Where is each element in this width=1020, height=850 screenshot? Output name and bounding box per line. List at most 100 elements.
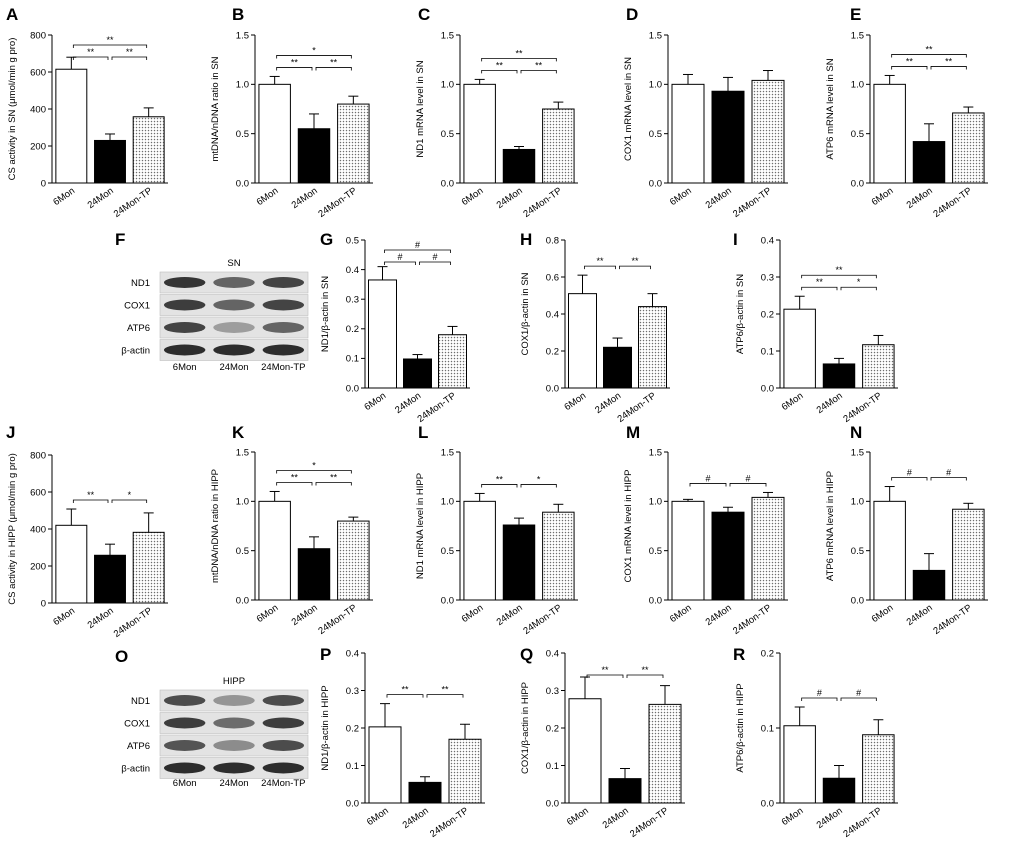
- bar-24mon: [822, 777, 856, 804]
- significance-bracket: **: [801, 277, 838, 291]
- significance-label: *: [537, 474, 541, 484]
- y-tick-label: 0.2: [546, 723, 559, 734]
- bar-24mon: [912, 569, 946, 601]
- error-bar: [834, 357, 844, 364]
- error-bar: [794, 706, 805, 726]
- bar-24mon: [94, 554, 126, 604]
- y-tick-label: 0.2: [346, 723, 359, 734]
- y-tick-label: 1.0: [851, 497, 864, 508]
- panel-letter: M: [626, 423, 640, 442]
- significance-label: **: [925, 44, 933, 54]
- bar-24mon: [711, 511, 745, 601]
- blot-band: [213, 299, 255, 311]
- panel-letter: B: [232, 5, 244, 24]
- category-label: 24Mon-TP: [112, 185, 155, 219]
- y-tick-label: 0.5: [236, 546, 249, 557]
- y-tick-label: 400: [30, 104, 46, 115]
- bar-24mon-tp: [638, 306, 667, 389]
- significance-label: **: [401, 685, 409, 695]
- y-tick-label: 0.8: [546, 235, 559, 246]
- significance-label: #: [745, 473, 750, 483]
- y-tick-label: 0.5: [851, 546, 864, 557]
- error-bar: [269, 490, 280, 502]
- y-tick-label: 1.0: [236, 497, 249, 508]
- y-axis-title: ND1 mRNA level in HIPP: [415, 473, 426, 579]
- blot-strip: [159, 689, 309, 712]
- panel-letter: E: [850, 5, 861, 24]
- y-tick-label: 800: [30, 450, 46, 461]
- significance-bracket: **: [426, 685, 464, 698]
- category-label: 24Mon: [86, 605, 116, 631]
- blot-band: [262, 762, 305, 774]
- significance-label: **: [330, 472, 338, 482]
- y-tick-label: 0.0: [851, 178, 864, 189]
- significance-label: *: [312, 460, 316, 470]
- blot-lane-label: 24Mon-TP: [261, 778, 305, 789]
- y-tick-label: 1.0: [441, 80, 454, 91]
- category-label: 24Mon-TP: [316, 602, 359, 636]
- blot-protein-label: ND1: [131, 696, 150, 707]
- category-label: 6Mon: [668, 602, 694, 625]
- category-label: 24Mon: [704, 185, 734, 211]
- y-tick-label: 1.0: [851, 80, 864, 91]
- blot-band: [262, 277, 305, 288]
- panel-letter: H: [520, 230, 532, 249]
- y-tick-label: 1.0: [236, 80, 249, 91]
- y-tick-label: 0.4: [346, 648, 359, 659]
- category-label: 24Mon: [86, 185, 116, 211]
- significance-label: #: [432, 252, 437, 262]
- y-tick-label: 0.0: [236, 595, 249, 606]
- error-bar: [924, 553, 934, 571]
- y-tick-label: 0.3: [346, 295, 359, 306]
- blot-protein-label: ATP6: [127, 741, 150, 752]
- category-label: 6Mon: [255, 602, 281, 625]
- blot-protein-label: ND1: [131, 278, 150, 289]
- category-label: 24Mon-TP: [731, 185, 774, 219]
- panel-letter: D: [626, 5, 638, 24]
- error-bar: [580, 676, 590, 699]
- blot-panel-o: O HIPP ND1 COX1 ATP6 β-actin 6Mon 24Mon 24Mon-TP: [115, 647, 309, 789]
- significance-label: *: [857, 277, 861, 287]
- error-bar: [105, 133, 115, 141]
- y-axis-title: COX1/β-actin in SN: [520, 272, 531, 355]
- error-bar: [884, 486, 895, 502]
- bar-24mon: [502, 524, 536, 601]
- blot-band: [163, 299, 206, 311]
- blot-band: [163, 762, 206, 774]
- y-tick-label: 0.3: [346, 686, 359, 697]
- chart-panel-m: M COX1 mRNA level in HIPP 0.0 0.5 1.0 1.5 6Mon…: [623, 423, 788, 637]
- chart-panel-g: G ND1/β-actin in SN 0.0 0.1 0.2 0.3 0.4 0.5 6Mon…: [320, 230, 470, 425]
- significance-label: **: [126, 47, 134, 57]
- y-axis-title: mtDNA/nDNA ratio in HIPP: [210, 469, 221, 583]
- significance-label: **: [816, 277, 824, 287]
- panel-letter: Q: [520, 645, 533, 664]
- error-bar: [763, 70, 773, 81]
- error-bar: [377, 266, 388, 280]
- significance-bracket: #: [384, 240, 451, 253]
- category-label: 6Mon: [460, 602, 486, 625]
- chart-panel-i: I ATP6/β-actin in SN 0.0 0.1 0.2 0.3 0.4 6Mon 24…: [733, 230, 898, 425]
- y-tick-label: 0.1: [761, 723, 774, 734]
- bar-24mon-tp: [438, 334, 467, 389]
- y-tick-label: 0.4: [546, 309, 559, 320]
- blot-band: [213, 322, 255, 333]
- significance-bracket: **: [619, 256, 651, 270]
- significance-bracket: **: [481, 48, 557, 62]
- bar-24mon: [297, 548, 331, 601]
- error-bar: [380, 703, 390, 727]
- significance-bracket: #: [384, 252, 416, 265]
- y-tick-label: 0.0: [649, 178, 662, 189]
- error-bar: [105, 543, 115, 556]
- blot-band: [262, 740, 305, 751]
- blot-band: [213, 740, 255, 751]
- y-tick-label: 400: [30, 524, 46, 535]
- panel-letter: R: [733, 645, 745, 664]
- significance-label: #: [397, 252, 402, 262]
- bar-6mon: [568, 293, 597, 389]
- blot-band: [213, 762, 255, 774]
- y-tick-label: 0.4: [761, 235, 774, 246]
- significance-bracket: #: [930, 468, 967, 481]
- bar-24mon: [603, 346, 632, 389]
- y-axis-title: ND1/β-actin in SN: [320, 276, 331, 352]
- significance-label: **: [441, 685, 449, 695]
